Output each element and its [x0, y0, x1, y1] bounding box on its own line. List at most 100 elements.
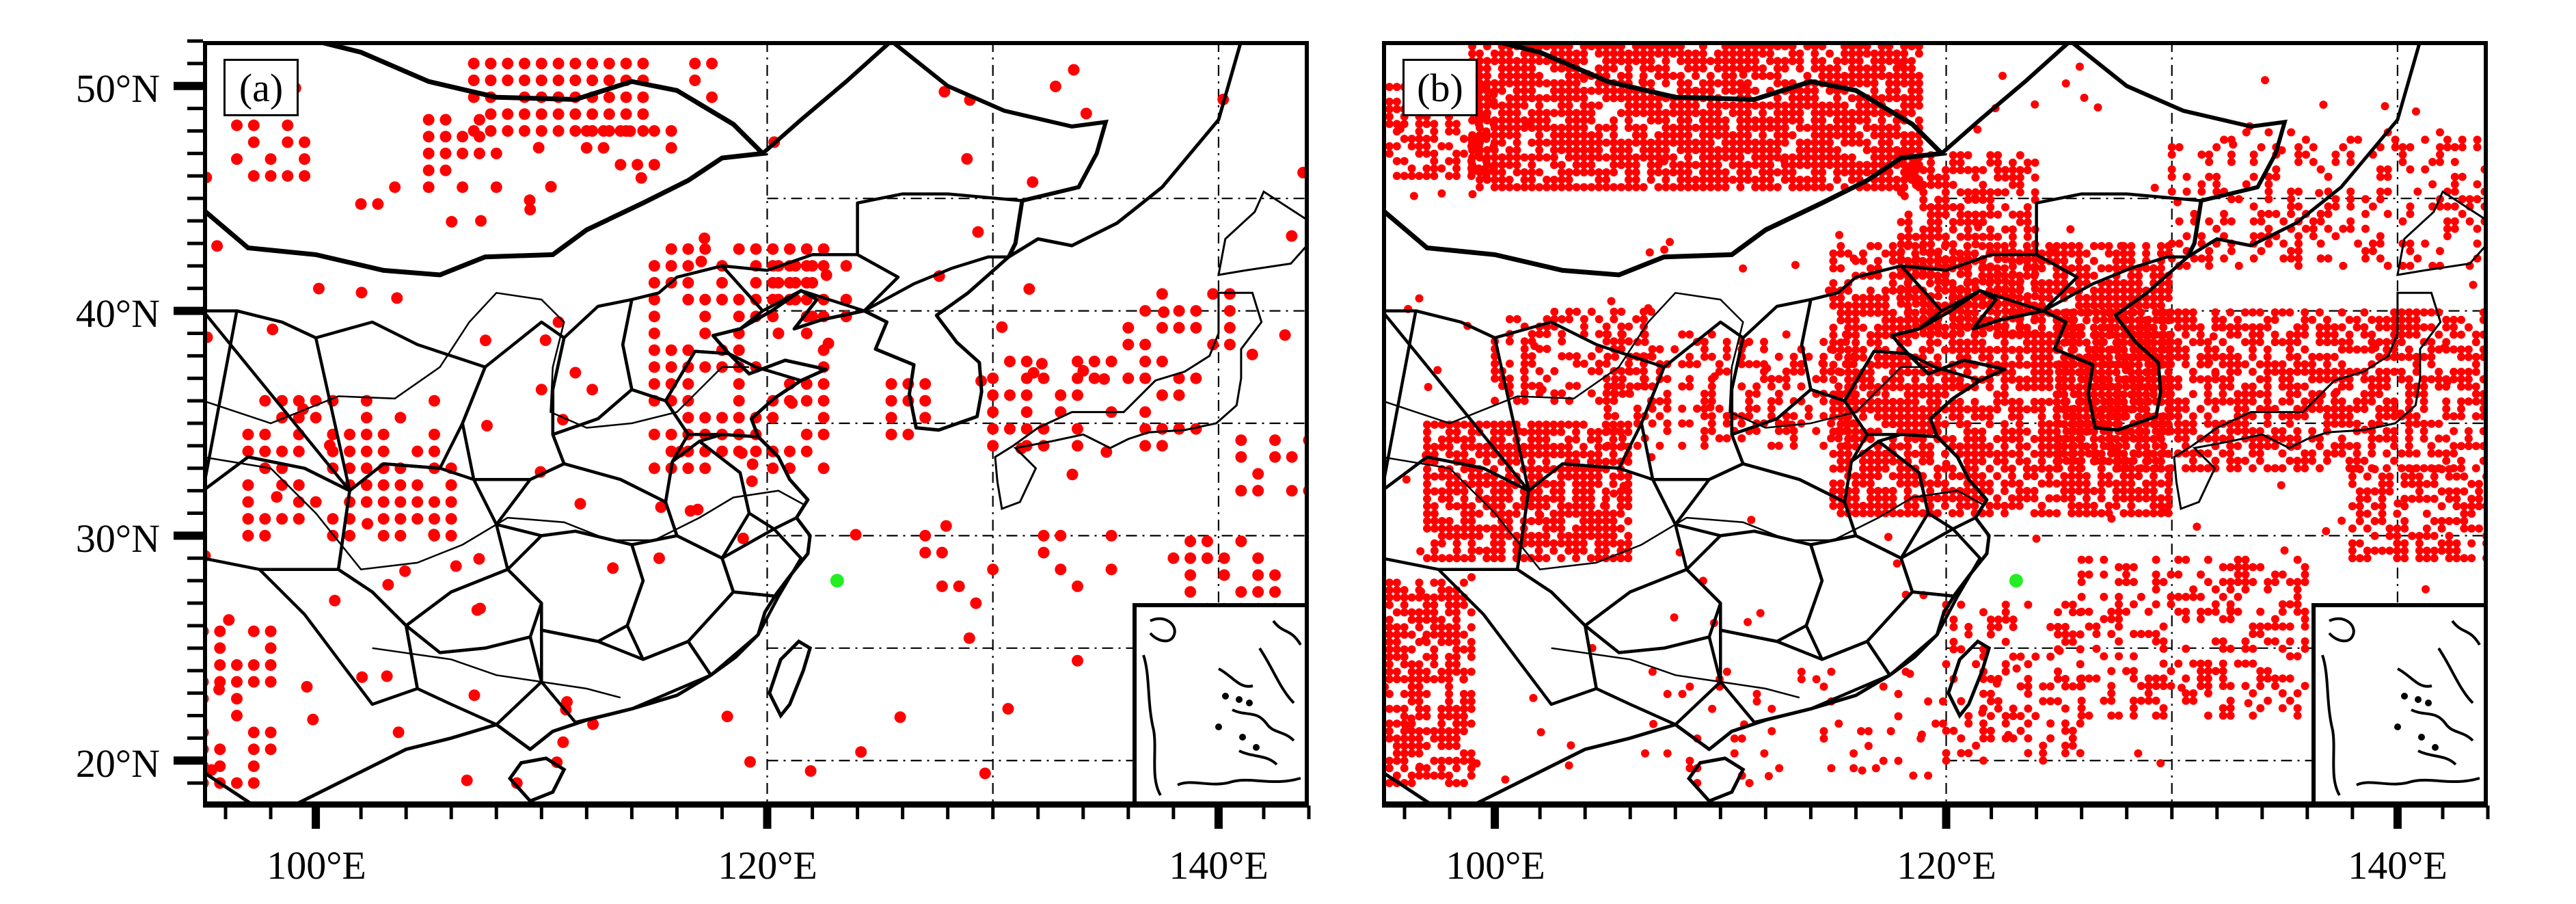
red-dot [2134, 287, 2143, 295]
red-dot [1490, 502, 1499, 511]
red-dot [1986, 225, 1995, 234]
red-dot [2037, 323, 2046, 332]
red-dot [2286, 367, 2294, 376]
red-dot [2422, 509, 2431, 518]
red-dot [894, 711, 906, 723]
red-dot [1618, 375, 1627, 384]
red-dot [2397, 315, 2406, 324]
red-dot [1004, 356, 1016, 368]
red-dot [1601, 421, 1610, 429]
red-dot [203, 693, 209, 705]
red-dot [2104, 241, 2113, 250]
red-dot [1993, 271, 2002, 280]
red-dot [1430, 630, 1439, 639]
red-dot [1513, 315, 1521, 323]
red-dot [1392, 749, 1401, 758]
red-dot [2471, 367, 2480, 376]
red-dot [1919, 293, 1927, 302]
red-dot [1900, 131, 1909, 139]
red-dot [1836, 487, 1845, 495]
red-dot [2368, 419, 2376, 428]
red-dot [1684, 101, 1693, 110]
red-dot [1926, 487, 1935, 495]
red-dot [377, 529, 390, 542]
red-dot [1572, 183, 1581, 191]
red-dot [1795, 123, 1804, 132]
red-dot [2030, 449, 2039, 458]
red-dot [2241, 323, 2249, 332]
red-dot [2119, 494, 2128, 503]
red-dot [2422, 531, 2431, 540]
red-dot [2062, 397, 2071, 406]
red-dot [2055, 464, 2063, 473]
red-dot [1543, 57, 1551, 66]
red-dot [1914, 101, 1923, 110]
red-dot [2015, 271, 2024, 280]
red-dot [953, 580, 965, 592]
red-dot [800, 243, 813, 255]
red-dot [2355, 539, 2364, 548]
red-dot [2435, 449, 2443, 458]
red-dot [1400, 600, 1409, 609]
red-dot [2479, 375, 2488, 384]
red-dot [2104, 293, 2113, 302]
red-dot [1595, 183, 1603, 191]
red-dot [2007, 368, 2016, 377]
red-dot [1423, 465, 1431, 474]
red-dot [2007, 405, 2016, 414]
red-dot [2156, 249, 2165, 258]
red-dot [1818, 183, 1827, 191]
red-dot [637, 91, 649, 103]
red-dot [1505, 49, 1514, 58]
red-dot [2037, 338, 2046, 347]
red-dot [1759, 123, 1767, 132]
red-dot [2457, 375, 2465, 384]
red-dot [2015, 331, 2024, 340]
red-dot [2037, 287, 2046, 295]
red-dot [2471, 353, 2480, 361]
red-dot [1927, 240, 1936, 249]
red-dot [265, 659, 277, 671]
red-dot [2378, 546, 2387, 555]
red-dot [1579, 442, 1588, 451]
red-dot [2030, 271, 2039, 280]
red-dot [1888, 323, 1897, 332]
red-dot [1572, 168, 1581, 176]
red-dot [1829, 449, 1838, 458]
red-dot [1993, 345, 2002, 354]
red-dot [1445, 779, 1454, 788]
red-dot [2370, 502, 2379, 511]
red-dot [2286, 434, 2294, 443]
red-dot [2023, 165, 2032, 174]
red-dot [1437, 554, 1446, 563]
red-dot [1490, 494, 1499, 503]
red-dot [1528, 94, 1536, 103]
red-dot [2322, 375, 2331, 384]
red-dot [1156, 440, 1168, 452]
red-dot [2415, 546, 2424, 555]
red-dot [1505, 57, 1514, 66]
red-dot [1903, 405, 1912, 414]
red-dot [1422, 764, 1431, 773]
red-dot [1926, 345, 1935, 354]
red-dot [1955, 338, 1964, 347]
red-dot [1445, 623, 1454, 632]
red-dot [1829, 331, 1838, 340]
red-dot [1618, 434, 1627, 442]
red-dot [2322, 353, 2331, 361]
red-dot [2007, 360, 2016, 369]
red-dot [1669, 138, 1678, 147]
red-dot [2060, 279, 2069, 288]
red-dot [1625, 382, 1634, 391]
red-dot [1662, 42, 1670, 51]
red-dot [2263, 390, 2272, 399]
red-dot [1252, 468, 1264, 480]
red-dot [1572, 86, 1581, 95]
red-dot [2188, 464, 2197, 473]
red-dot [2127, 241, 2136, 250]
red-dot [1459, 689, 1468, 698]
red-dot [1572, 109, 1581, 118]
red-dot [1467, 637, 1476, 646]
red-dot [2082, 479, 2091, 488]
red-dot [1586, 427, 1595, 436]
